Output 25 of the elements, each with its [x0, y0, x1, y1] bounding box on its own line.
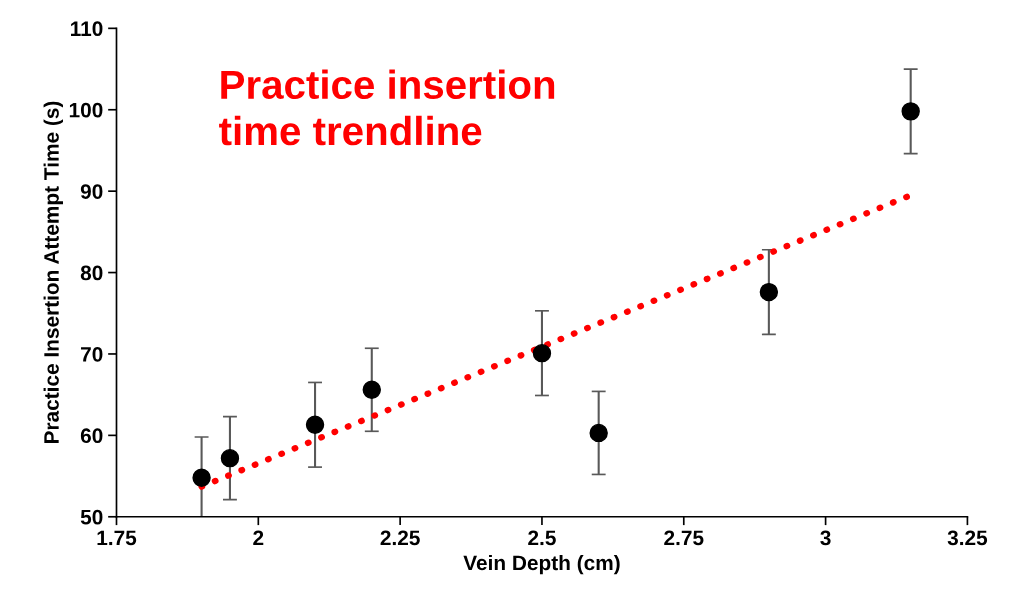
x-tick-label: 2: [253, 530, 264, 546]
x-tick-label: 1.75: [97, 530, 137, 546]
y-axis-title: Practice Insertion Attempt Time (s): [43, 101, 63, 444]
y-tick-label: 90: [80, 184, 103, 199]
y-tick-label: 80: [80, 265, 103, 281]
x-tick-label: 2.5: [528, 530, 556, 546]
x-tick-label: 2.75: [664, 530, 704, 546]
point: [589, 423, 608, 443]
annotation: Practice insertion time trendline: [219, 69, 555, 146]
y-tick-label: 50: [80, 509, 103, 525]
y-tick-label: 100: [69, 102, 103, 118]
point: [901, 102, 920, 121]
x-tick-label: 3.25: [947, 530, 988, 546]
point: [532, 343, 552, 363]
x-tick-label: 2.25: [380, 530, 420, 546]
x-axis-title: Vein Depth (cm): [463, 554, 620, 575]
y-tick-label: 110: [71, 21, 103, 37]
point: [305, 415, 325, 434]
y-tick-label: 60: [80, 428, 103, 444]
point: [220, 448, 240, 468]
y-tick-label: 70: [81, 346, 103, 362]
point: [192, 468, 211, 487]
point: [362, 380, 381, 399]
point: [759, 282, 779, 302]
x-tick-label: 3: [820, 530, 831, 546]
